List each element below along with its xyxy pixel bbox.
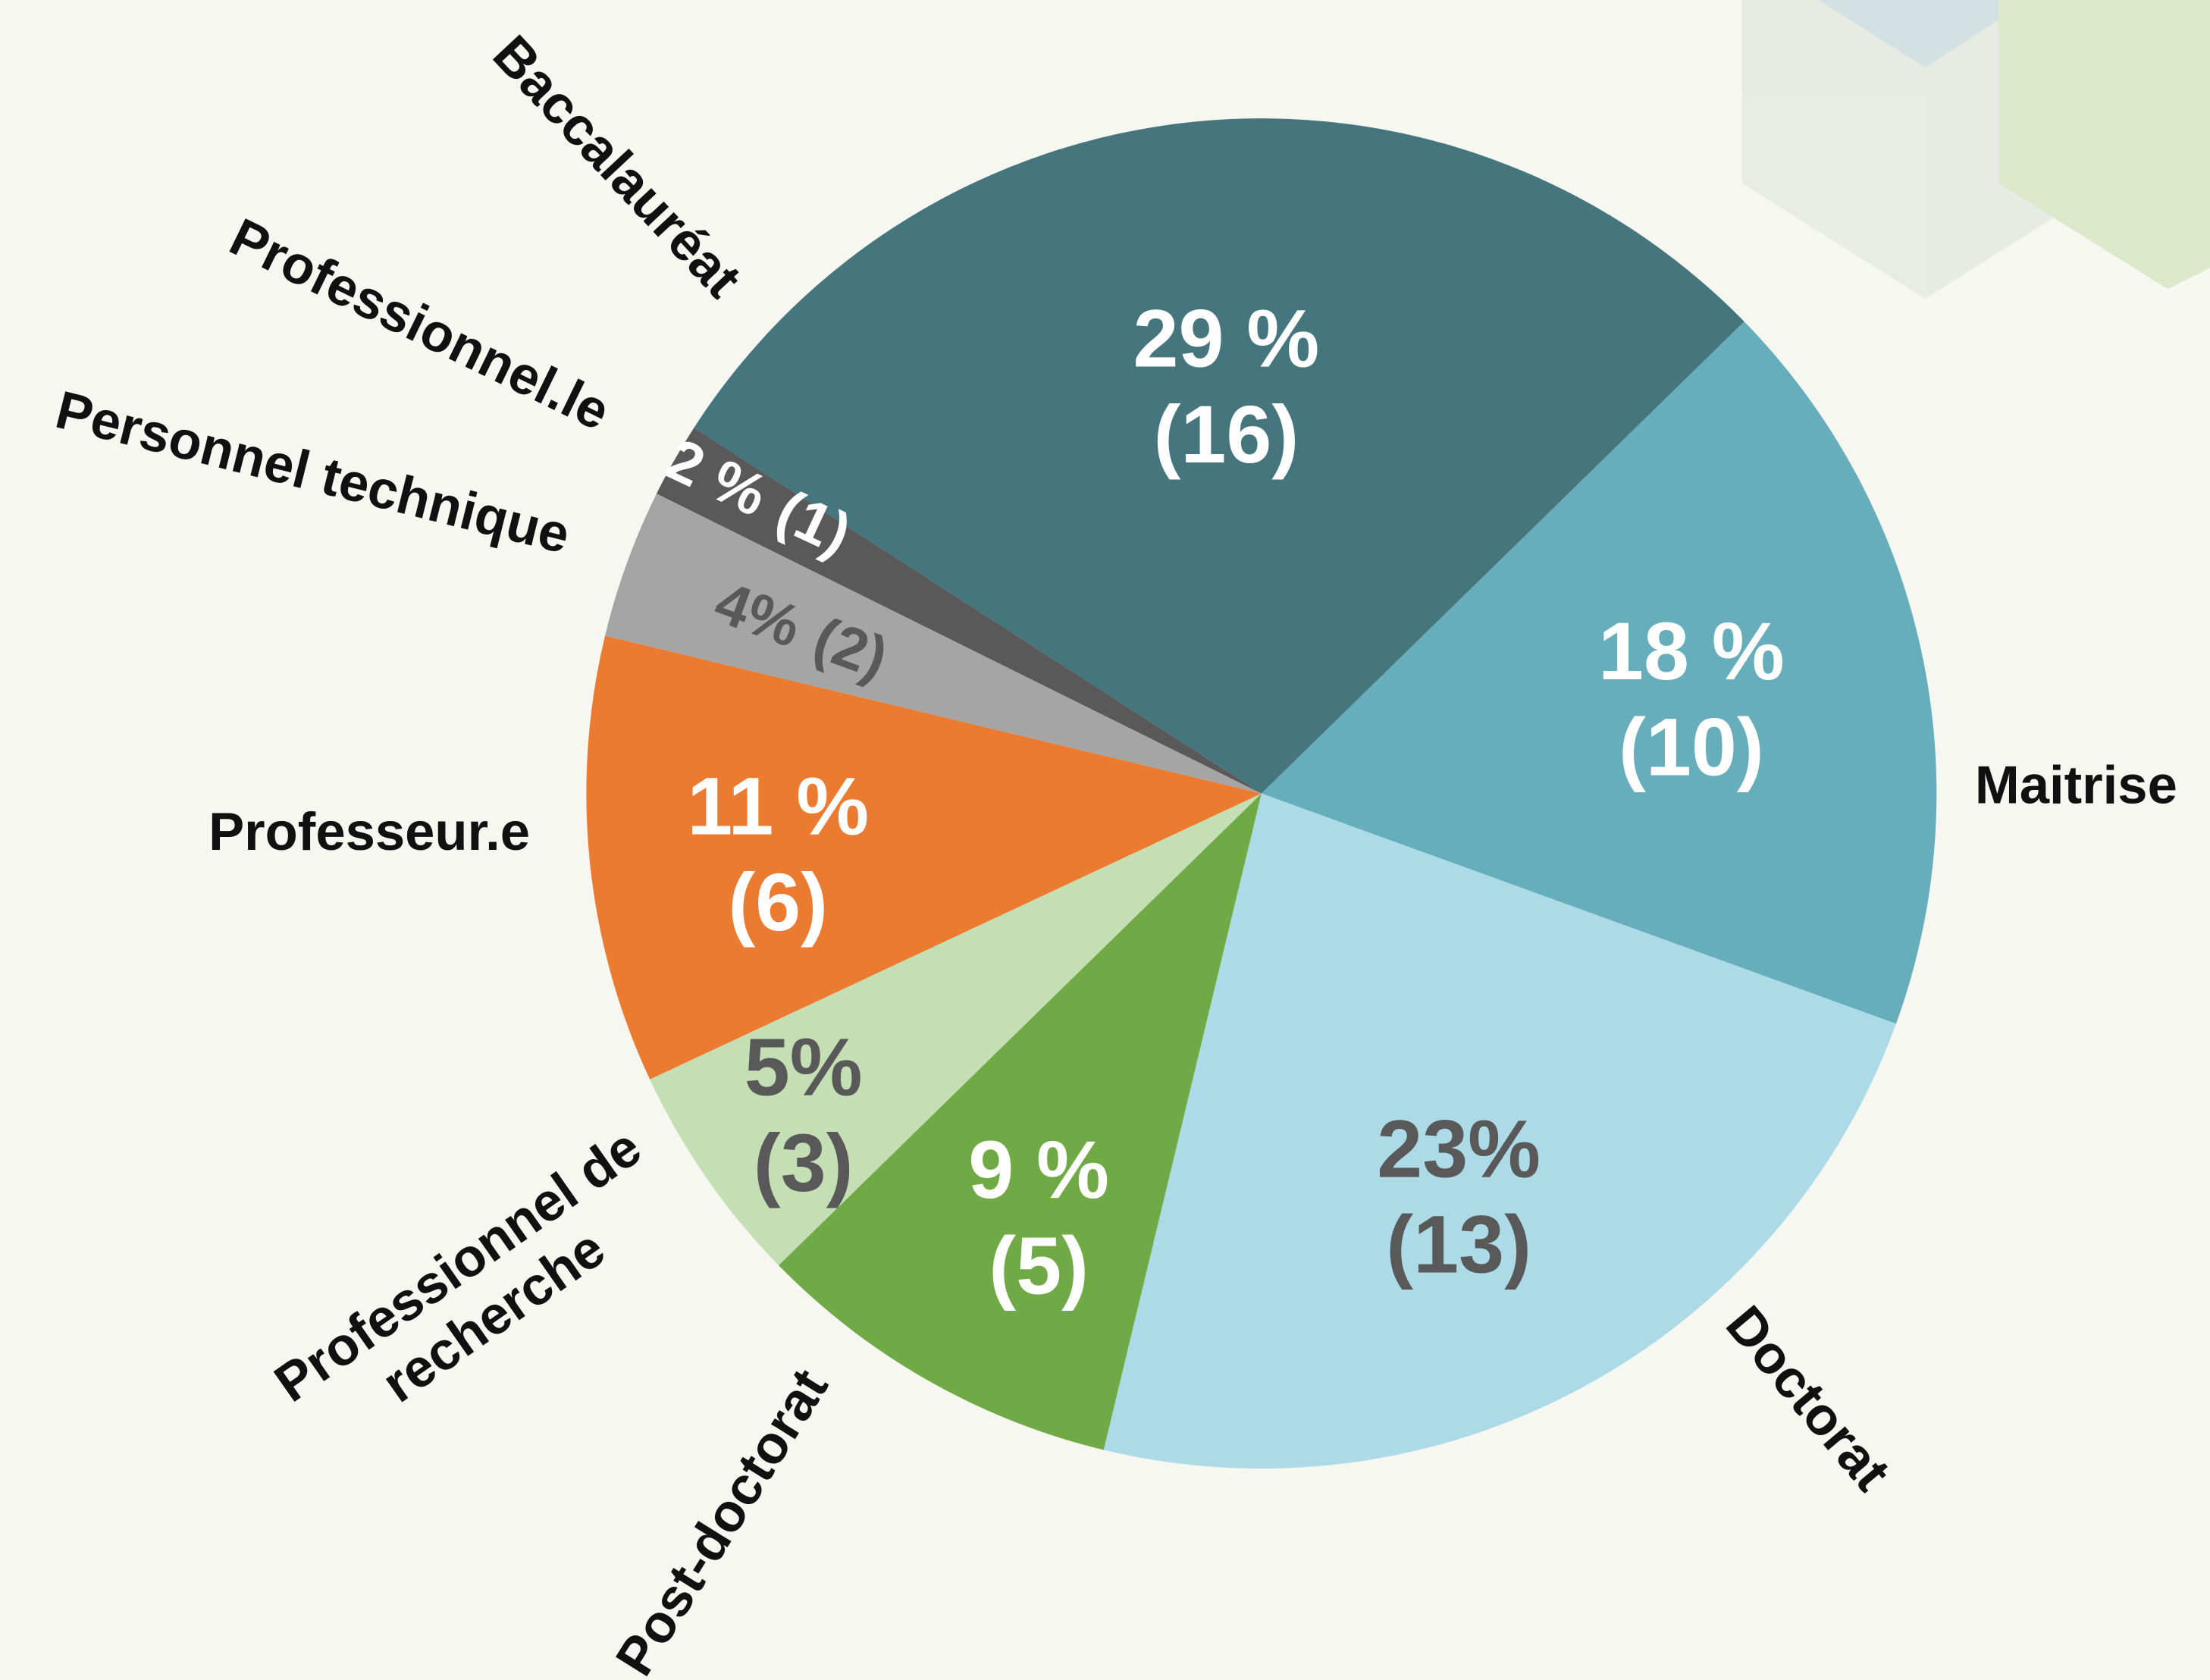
category-label: Professeur.e: [208, 801, 530, 861]
category-label: Doctorat: [1715, 1294, 1902, 1501]
count-label: (13): [1386, 1199, 1531, 1290]
category-label: Maitrise: [1975, 755, 2177, 815]
page: 29 %(16) 18 %(10) 23%(13) 9 %(5) 5%(3) 11 %(6…: [0, 0, 2210, 1680]
percent-label: 5%: [745, 1020, 863, 1112]
category-group: Baccalauréat: [482, 24, 754, 308]
category-label: Baccalauréat: [482, 24, 754, 308]
chart: 29 %(16) 18 %(10) 23%(13) 9 %(5) 5%(3) 11 %(6…: [0, 0, 2210, 1680]
category-group: Professeur.e: [208, 801, 530, 861]
category-label: Professionnel derecherche: [264, 1117, 687, 1464]
category-group: Doctorat: [1715, 1294, 1902, 1501]
category-group: Maitrise: [1975, 755, 2177, 815]
decoration: [1742, 0, 2210, 299]
percent-label: 11 %: [687, 760, 869, 852]
category-label: Professionnel.le: [221, 206, 619, 441]
category-group: Personnel technique: [50, 379, 575, 565]
percent-label: 18 %: [1598, 605, 1785, 697]
count-label: (16): [1154, 388, 1299, 480]
percent-label: 9 %: [968, 1124, 1109, 1215]
category-group: Post-doctorat: [603, 1359, 839, 1680]
percent-label: 23%: [1377, 1102, 1541, 1194]
category-label: Post-doctorat: [603, 1359, 839, 1680]
percent-label: 29 %: [1133, 292, 1320, 384]
count-label: (10): [1619, 701, 1764, 792]
count-label: (6): [728, 856, 828, 948]
category-group: Professionnel derecherche: [264, 1117, 687, 1464]
count-label: (3): [754, 1117, 854, 1208]
category-group: Professionnel.le: [221, 206, 619, 441]
count-label: (5): [989, 1220, 1089, 1312]
category-label: Personnel technique: [50, 379, 575, 565]
